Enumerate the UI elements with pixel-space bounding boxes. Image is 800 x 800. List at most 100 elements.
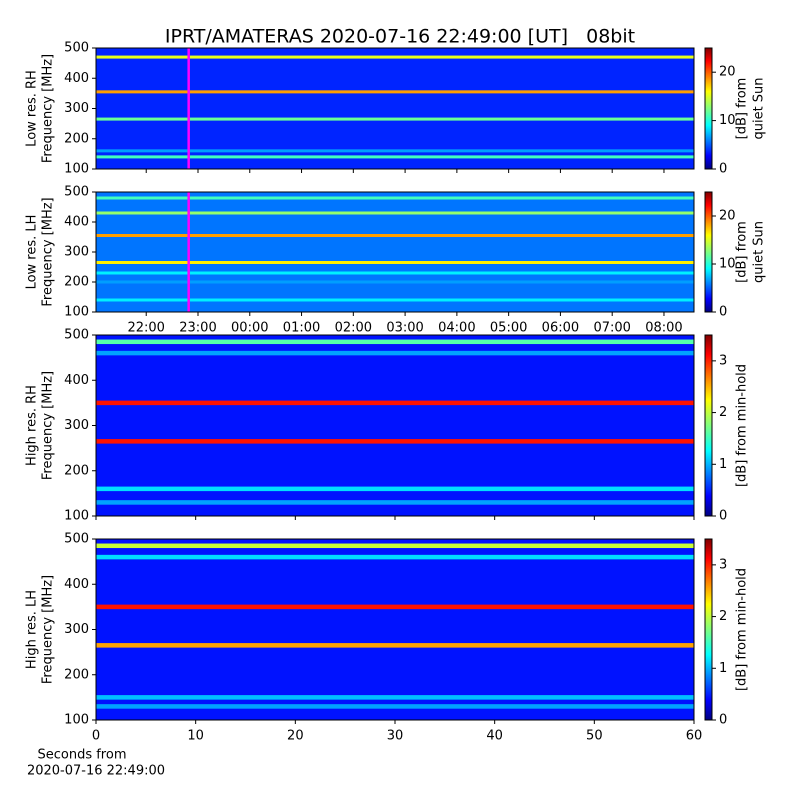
y-tick-label: 300 [64,418,89,433]
colorbar-label: [dB] from [735,221,750,283]
colorbar-label: [dB] from min-hold [735,568,750,691]
heatmap-background [96,192,694,312]
y-tick-label: 500 [64,328,89,343]
colorbar-tick-label: 10 [719,257,736,272]
y-axis-label: High res. LH [25,590,40,669]
x-tick-label: 10 [187,729,204,744]
heatmap-band [96,155,694,159]
y-tick-label: 200 [64,667,89,682]
heatmap-band [96,350,694,356]
heatmap-band [96,55,694,59]
x-tick-label: 05:00 [490,321,527,336]
colorbar-tick-label: 3 [719,353,727,368]
heatmap-band [96,196,694,200]
heatmap-band [96,339,694,345]
colorbar-tick-label: 3 [719,557,727,572]
heatmap-band [96,261,694,264]
colorbar-tick-label: 10 [719,113,736,128]
y-axis-label: Low res. LH [25,215,40,290]
y-axis-label: Frequency [MHz] [41,197,56,306]
colorbar-label: [dB] from min-hold [735,364,750,487]
heatmap-band [96,704,694,709]
x-tick-label: 20 [287,729,304,744]
y-axis-label: High res. RH [25,385,40,466]
y-axis-label: Frequency [MHz] [41,575,56,684]
y-tick-label: 400 [64,71,89,86]
heatmap-band [96,211,694,215]
heatmap-band [96,695,694,700]
colorbar-tick-label: 0 [719,713,727,728]
x-tick-label: 04:00 [438,321,475,336]
y-tick-label: 200 [64,463,89,478]
y-tick-label: 200 [64,275,89,290]
y-tick-label: 100 [64,509,89,524]
colorbar-tick-label: 2 [719,609,727,624]
colorbar [704,538,713,721]
heatmap-band [96,234,694,237]
x-tick-label: 00:00 [231,321,268,336]
y-tick-label: 100 [64,713,89,728]
heatmap-band [96,439,694,444]
colorbar-tick-label: 20 [719,65,736,80]
y-tick-label: 500 [64,185,89,200]
heatmap-band [96,554,694,560]
colorbar-tick-label: 2 [719,405,727,420]
heatmap-band [96,271,694,275]
colorbar-label: quiet Sun [752,221,767,283]
x-tick-label: 50 [586,729,603,744]
x-tick-label: 40 [486,729,503,744]
y-tick-label: 500 [64,532,89,547]
colorbar-tick-label: 0 [719,509,727,524]
colorbar-label: [dB] from [735,78,750,140]
y-tick-label: 300 [64,101,89,116]
x-tick-label: 03:00 [386,321,423,336]
heatmap-band [96,543,694,549]
y-axis-label: Low res. RH [25,70,40,147]
heatmap-background [96,48,694,169]
y-tick-label: 300 [64,622,89,637]
colorbar-tick-label: 1 [719,661,727,676]
heatmap-background [96,539,694,720]
y-tick-label: 500 [64,41,89,56]
colorbar-tick-label: 20 [719,209,736,224]
heatmap-band [96,500,694,505]
x-tick-label: 30 [387,729,404,744]
y-axis-label: Frequency [MHz] [41,54,56,163]
x-axis-label: Seconds from [37,748,126,763]
y-tick-label: 200 [64,131,89,146]
y-tick-label: 400 [64,215,89,230]
heatmap-band [96,604,694,610]
y-tick-label: 100 [64,162,89,177]
heatmap-band [96,643,694,648]
x-tick-label: 01:00 [283,321,320,336]
x-tick-label: 0 [92,729,100,744]
x-tick-label: 22:00 [127,321,164,336]
colorbar-tick-label: 1 [719,457,727,472]
x-tick-label: 08:00 [645,321,682,336]
y-tick-label: 100 [64,305,89,320]
x-tick-label: 02:00 [335,321,372,336]
heatmap-band [96,117,694,121]
y-tick-label: 400 [64,373,89,388]
colorbar-tick-label: 0 [719,162,727,177]
heatmap-band [96,400,694,406]
heatmap-band [96,298,694,302]
heatmap-band [96,280,694,284]
colorbar-label: quiet Sun [752,77,767,139]
colorbar [704,191,713,313]
heatmap-background [96,335,694,516]
y-tick-label: 400 [64,577,89,592]
heatmap-band [96,149,694,153]
heatmap-band [96,486,694,492]
x-tick-label: 23:00 [179,321,216,336]
x-axis-label: 2020-07-16 22:49:00 [27,764,165,779]
y-tick-label: 300 [64,245,89,260]
x-tick-label: 60 [686,729,703,744]
chart-title: IPRT/AMATERAS 2020-07-16 22:49:00 [UT] 0… [165,26,635,48]
x-tick-label: 07:00 [593,321,630,336]
colorbar [704,334,713,517]
colorbar-tick-label: 0 [719,305,727,320]
x-tick-label: 06:00 [542,321,579,336]
y-axis-label: Frequency [MHz] [41,371,56,480]
heatmap-band [96,90,694,94]
